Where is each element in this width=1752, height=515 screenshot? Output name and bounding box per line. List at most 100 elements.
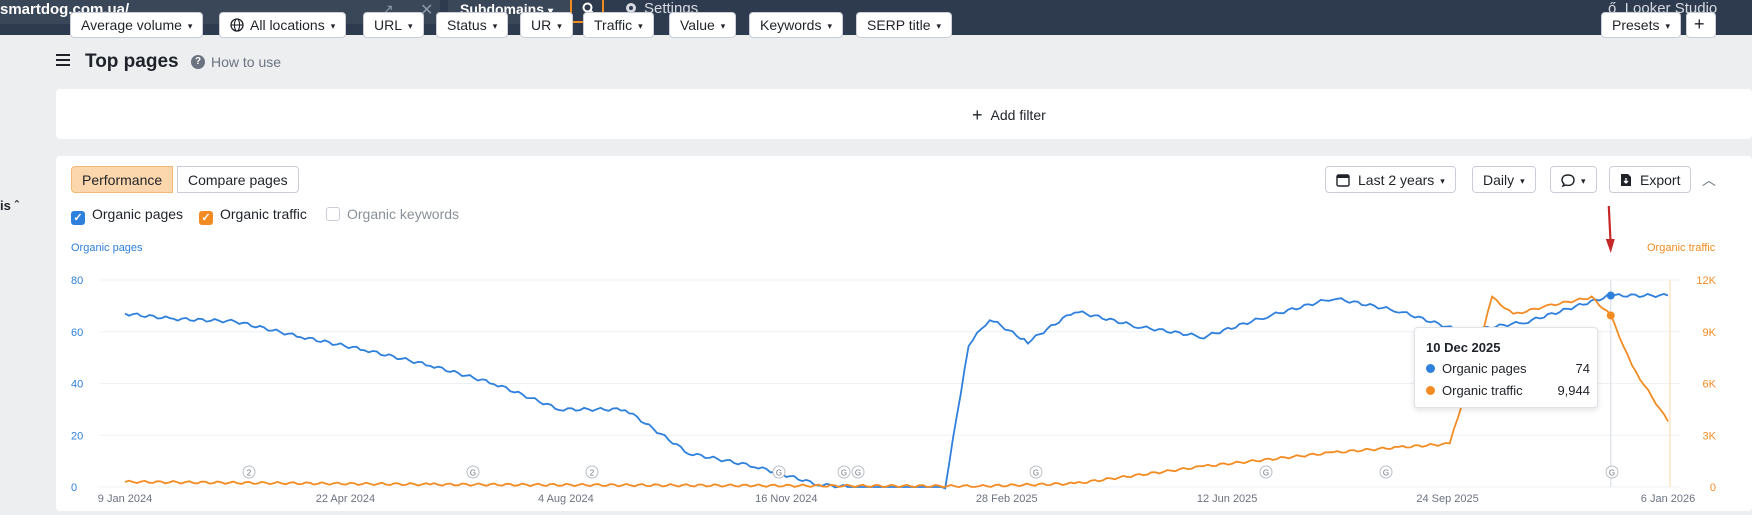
- chevron-down-icon: ▾: [1440, 176, 1445, 186]
- left-tick-label: 60: [71, 327, 83, 339]
- tooltip-value: 74: [1575, 361, 1590, 376]
- annotation-label: G: [1609, 469, 1615, 478]
- checkbox-unchecked-icon: [326, 207, 340, 221]
- presets-label: Presets: [1612, 17, 1660, 33]
- right-tick-label: 12K: [1696, 275, 1716, 287]
- granularity-dropdown[interactable]: Daily ▾: [1472, 166, 1536, 193]
- chevron-up-icon: ˆ: [14, 198, 19, 213]
- export-button[interactable]: Export: [1609, 166, 1692, 193]
- chevron-down-icon: ▾: [936, 21, 942, 31]
- filter-keywords[interactable]: Keywords ▾: [749, 12, 843, 38]
- chevron-down-icon: ▾: [1520, 176, 1525, 186]
- chevron-down-icon: ▾: [720, 21, 726, 31]
- filter-value[interactable]: Value ▾: [669, 12, 737, 38]
- checkbox-checked-icon: ✓: [199, 211, 213, 225]
- menu-icon[interactable]: [56, 54, 70, 66]
- checkbox-organic-keywords[interactable]: Organic keywords: [326, 206, 459, 222]
- left-axis-title: Organic pages: [71, 242, 143, 254]
- x-tick-label: 22 Apr 2024: [316, 493, 375, 505]
- chevron-down-icon: ▾: [1581, 176, 1586, 186]
- right-tick-label: 0: [1710, 482, 1716, 494]
- filter-label: Status: [447, 17, 487, 33]
- period-label: Last 2 years: [1358, 172, 1435, 188]
- filter-label: UR: [531, 17, 552, 33]
- chevron-down-icon: ▾: [330, 21, 336, 31]
- checkbox-label: Organic traffic: [220, 206, 307, 222]
- annotation-marker: [1029, 465, 1043, 479]
- plus-icon: +: [1694, 14, 1705, 34]
- annotation-marker: [851, 465, 865, 479]
- period-dropdown[interactable]: Last 2 years ▾: [1325, 166, 1456, 193]
- annotation-label: G: [1383, 469, 1389, 478]
- chevron-down-icon: ▾: [548, 6, 553, 17]
- checkbox-label: Organic pages: [92, 206, 184, 222]
- tooltip-value: 9,944: [1557, 383, 1590, 398]
- tab-compare-pages[interactable]: Compare pages: [177, 166, 299, 193]
- plus-icon: +: [972, 105, 983, 125]
- annotation-label: G: [1263, 469, 1269, 478]
- checkbox-checked-icon: ✓: [71, 211, 85, 225]
- filter-average-volume[interactable]: Average volume ▾: [70, 12, 204, 38]
- annotations-dropdown[interactable]: ▾: [1550, 166, 1597, 193]
- add-filter-button[interactable]: + Add filter: [972, 105, 1046, 126]
- calendar-icon: [1336, 174, 1350, 187]
- annotation-label: G: [855, 469, 861, 478]
- tooltip-label: Organic traffic: [1442, 383, 1523, 398]
- checkbox-label: Organic keywords: [347, 206, 460, 222]
- annotation-marker: [837, 465, 851, 479]
- left-tick-label: 0: [71, 482, 77, 494]
- filter-label: All locations: [250, 17, 325, 33]
- collapse-chart-button[interactable]: ︿: [1702, 170, 1716, 190]
- filter-label: Keywords: [760, 17, 822, 33]
- chevron-up-icon: ︿: [1702, 172, 1716, 188]
- checkbox-organic-traffic[interactable]: ✓ Organic traffic: [199, 206, 307, 225]
- help-icon[interactable]: ?: [191, 55, 205, 69]
- annotation-marker: [772, 465, 786, 479]
- left-tick-label: 40: [71, 379, 83, 391]
- series-dot: [1426, 364, 1435, 373]
- how-to-use-link[interactable]: How to use: [211, 54, 282, 70]
- filter-all-locations[interactable]: All locations ▾: [219, 12, 347, 38]
- x-tick-label: 24 Sep 2025: [1416, 493, 1478, 505]
- right-tick-label: 3K: [1703, 430, 1717, 442]
- chart-tooltip: 10 Dec 2025 Organic pages 74 Organic traf…: [1414, 327, 1598, 408]
- external-link-icon[interactable]: ↗: [382, 1, 394, 17]
- add-preset-button[interactable]: +: [1686, 12, 1716, 38]
- comment-icon: [1561, 174, 1575, 188]
- filter-url[interactable]: URL ▾: [363, 12, 424, 38]
- tooltip-row-organic-traffic: Organic traffic 9,944: [1426, 383, 1590, 398]
- chevron-down-icon: ▾: [638, 21, 643, 31]
- left-tick-label: 20: [71, 430, 83, 442]
- add-filter-label: Add filter: [990, 107, 1046, 123]
- gear-icon: [626, 3, 636, 13]
- right-tick-label: 6K: [1703, 379, 1717, 391]
- filter-status[interactable]: Status ▾: [436, 12, 509, 38]
- chevron-down-icon: ▾: [827, 21, 832, 31]
- checkbox-organic-pages[interactable]: ✓ Organic pages: [71, 206, 183, 225]
- series-line-organic-traffic: [124, 295, 1669, 489]
- chevron-down-icon: ▾: [557, 21, 562, 31]
- chevron-down-icon: ▾: [492, 21, 498, 31]
- annotation-marker: [1605, 465, 1619, 479]
- tab-performance[interactable]: Performance: [71, 166, 174, 193]
- annotation-label: 2: [590, 469, 595, 478]
- side-toggle[interactable]: is ˆ: [0, 198, 19, 213]
- annotation-marker: [585, 465, 599, 479]
- x-tick-label: 16 Nov 2024: [755, 493, 817, 505]
- filter-serp-title[interactable]: SERP title ▾: [856, 12, 953, 38]
- globe-icon: [230, 18, 244, 32]
- tab-label: Compare pages: [188, 172, 288, 188]
- annotation-marker: [1259, 465, 1273, 479]
- annotation-label: G: [841, 469, 847, 478]
- annotation-label: G: [1033, 469, 1039, 478]
- looker-icon: ő: [1608, 0, 1625, 17]
- filter-traffic[interactable]: Traffic ▾: [583, 12, 654, 38]
- filter-label: URL: [374, 17, 403, 33]
- presets-dropdown[interactable]: Presets ▾: [1601, 12, 1681, 38]
- annotation-marker: [1379, 465, 1393, 479]
- left-tick-label: 80: [71, 275, 83, 287]
- x-tick-label: 9 Jan 2024: [98, 493, 152, 505]
- filter-ur[interactable]: UR ▾: [520, 12, 573, 38]
- right-axis-title: Organic traffic: [1647, 242, 1716, 254]
